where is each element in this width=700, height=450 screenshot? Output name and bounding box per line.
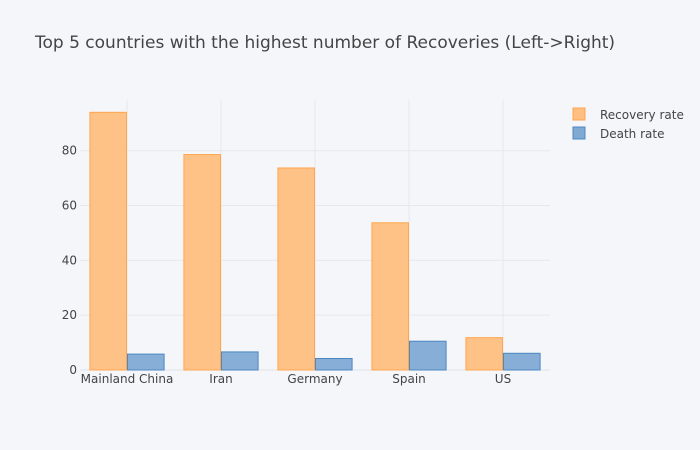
bar-death-rate[interactable]	[503, 352, 541, 371]
x-tick-label: Mainland China	[81, 372, 174, 386]
bar-death-rate[interactable]	[409, 340, 447, 371]
legend-swatch	[572, 126, 586, 140]
bar-recovery-rate[interactable]	[183, 154, 221, 371]
y-tick-label: 60	[62, 199, 77, 213]
legend-item[interactable]: Death rate	[572, 126, 664, 141]
x-tick-label: Iran	[209, 372, 232, 386]
axes: 0 20 40 60 80 Mainland China Iran Germany Spain U…	[62, 144, 511, 386]
legend-item[interactable]: Recovery rate	[572, 107, 684, 122]
gridlines	[80, 100, 550, 371]
legend-label: Recovery rate	[600, 108, 684, 122]
x-tick-label: Germany	[287, 372, 342, 386]
bar-recovery-rate[interactable]	[89, 111, 127, 371]
chart-title: Top 5 countries with the highest number …	[35, 33, 616, 53]
bar-recovery-rate[interactable]	[371, 222, 409, 371]
y-tick-label: 40	[62, 253, 77, 267]
bar-death-rate[interactable]	[315, 357, 353, 371]
bar-recovery-rate[interactable]	[277, 167, 315, 371]
bar-death-rate[interactable]	[127, 353, 165, 371]
bars	[89, 111, 541, 371]
legend-swatch	[572, 107, 586, 121]
bar-recovery-rate[interactable]	[465, 337, 503, 371]
y-tick-label: 0	[69, 363, 77, 377]
y-tick-label: 20	[62, 308, 77, 322]
legend[interactable]: Recovery rate Death rate	[572, 107, 684, 141]
legend-label: Death rate	[600, 127, 664, 141]
bar-death-rate[interactable]	[221, 351, 259, 371]
y-tick-label: 80	[62, 144, 77, 158]
x-tick-label: US	[495, 372, 511, 386]
x-tick-label: Spain	[392, 372, 426, 386]
